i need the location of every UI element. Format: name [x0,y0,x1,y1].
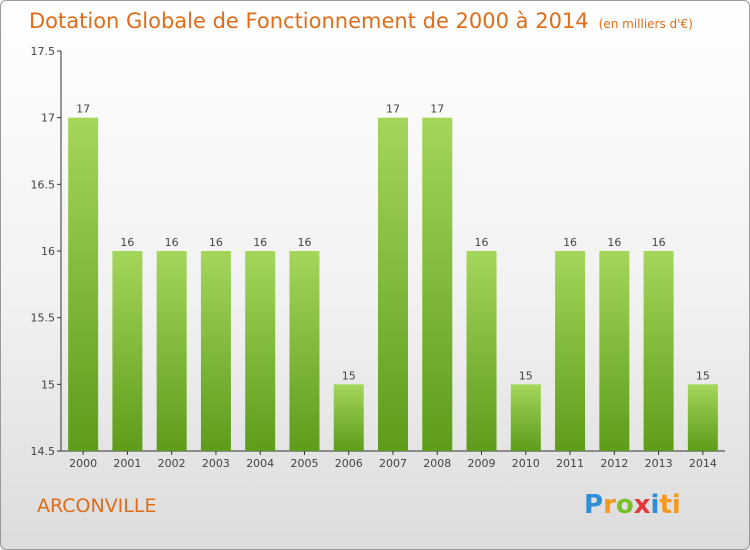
bar-value-label: 15 [342,369,356,382]
chart-unit: (en milliers d'€) [598,17,693,31]
logo-letter: r [603,490,616,520]
bar-value-label: 16 [475,236,489,249]
x-tick-label: 2013 [645,457,673,470]
bar [245,251,276,451]
logo-letter: P [584,490,604,520]
town-name: ARCONVILLE [37,495,157,517]
y-tick-label: 14.5 [31,445,56,458]
bar-value-label: 16 [297,236,311,249]
logo-letter: ti [659,490,681,520]
y-tick-label: 15.5 [31,312,56,325]
bar [599,251,630,451]
y-tick-label: 16.5 [31,178,56,191]
chart-title: Dotation Globale de Fonctionnement de 20… [29,9,693,33]
bar [643,251,674,451]
x-tick-label: 2014 [689,457,717,470]
bar [289,251,320,451]
bar [510,384,541,451]
bar-value-label: 16 [165,236,179,249]
proxiti-logo: Proxiti [584,490,681,520]
x-tick-label: 2005 [290,457,318,470]
bar [555,251,586,451]
x-tick-label: 2002 [158,457,186,470]
chart-title-text: Dotation Globale de Fonctionnement de 20… [29,9,589,33]
logo-letter: i [650,490,660,520]
x-tick-label: 2006 [335,457,363,470]
bar [156,251,187,451]
bars [68,117,718,452]
x-tick-label: 2012 [600,457,628,470]
x-tick-label: 2001 [113,457,141,470]
bar-value-label: 16 [209,236,223,249]
bar-value-label: 15 [696,369,710,382]
x-tick-label: 2011 [556,457,584,470]
bar-value-label: 16 [652,236,666,249]
x-tick-label: 2000 [69,457,97,470]
data-labels: 17 16 16 16 16 16 15 17 17 16 15 16 16 16 15 [76,103,710,383]
x-tick-label: 2003 [202,457,230,470]
x-tick-label: 2009 [468,457,496,470]
bar-value-label: 16 [120,236,134,249]
bar [378,117,408,452]
bar-value-label: 17 [386,103,400,116]
bar-value-label: 16 [253,236,267,249]
y-tick-label: 15 [41,378,55,391]
bar [422,117,453,452]
bar [200,251,231,451]
y-tick-label: 17.5 [31,45,56,58]
axes: 14.5 15 15.5 16 16.5 17 17.5 2000 2001 2002 2003 20… [31,45,725,470]
bar [333,384,364,451]
bar [112,251,143,451]
x-tick-label: 2007 [379,457,407,470]
y-tick-label: 17 [41,112,55,125]
bar-value-label: 16 [607,236,621,249]
logo-letter: x [633,490,651,520]
x-tick-label: 2010 [512,457,540,470]
bar-value-label: 17 [430,103,444,116]
x-tick-label: 2004 [246,457,274,470]
logo-letter: o [615,490,634,520]
bar [466,251,497,451]
y-tick-label: 16 [41,245,55,258]
x-tick-label: 2008 [423,457,451,470]
bar-value-label: 15 [519,369,533,382]
bar [68,117,99,452]
bar [687,384,718,451]
bar-value-label: 16 [563,236,577,249]
bar-value-label: 17 [76,103,90,116]
